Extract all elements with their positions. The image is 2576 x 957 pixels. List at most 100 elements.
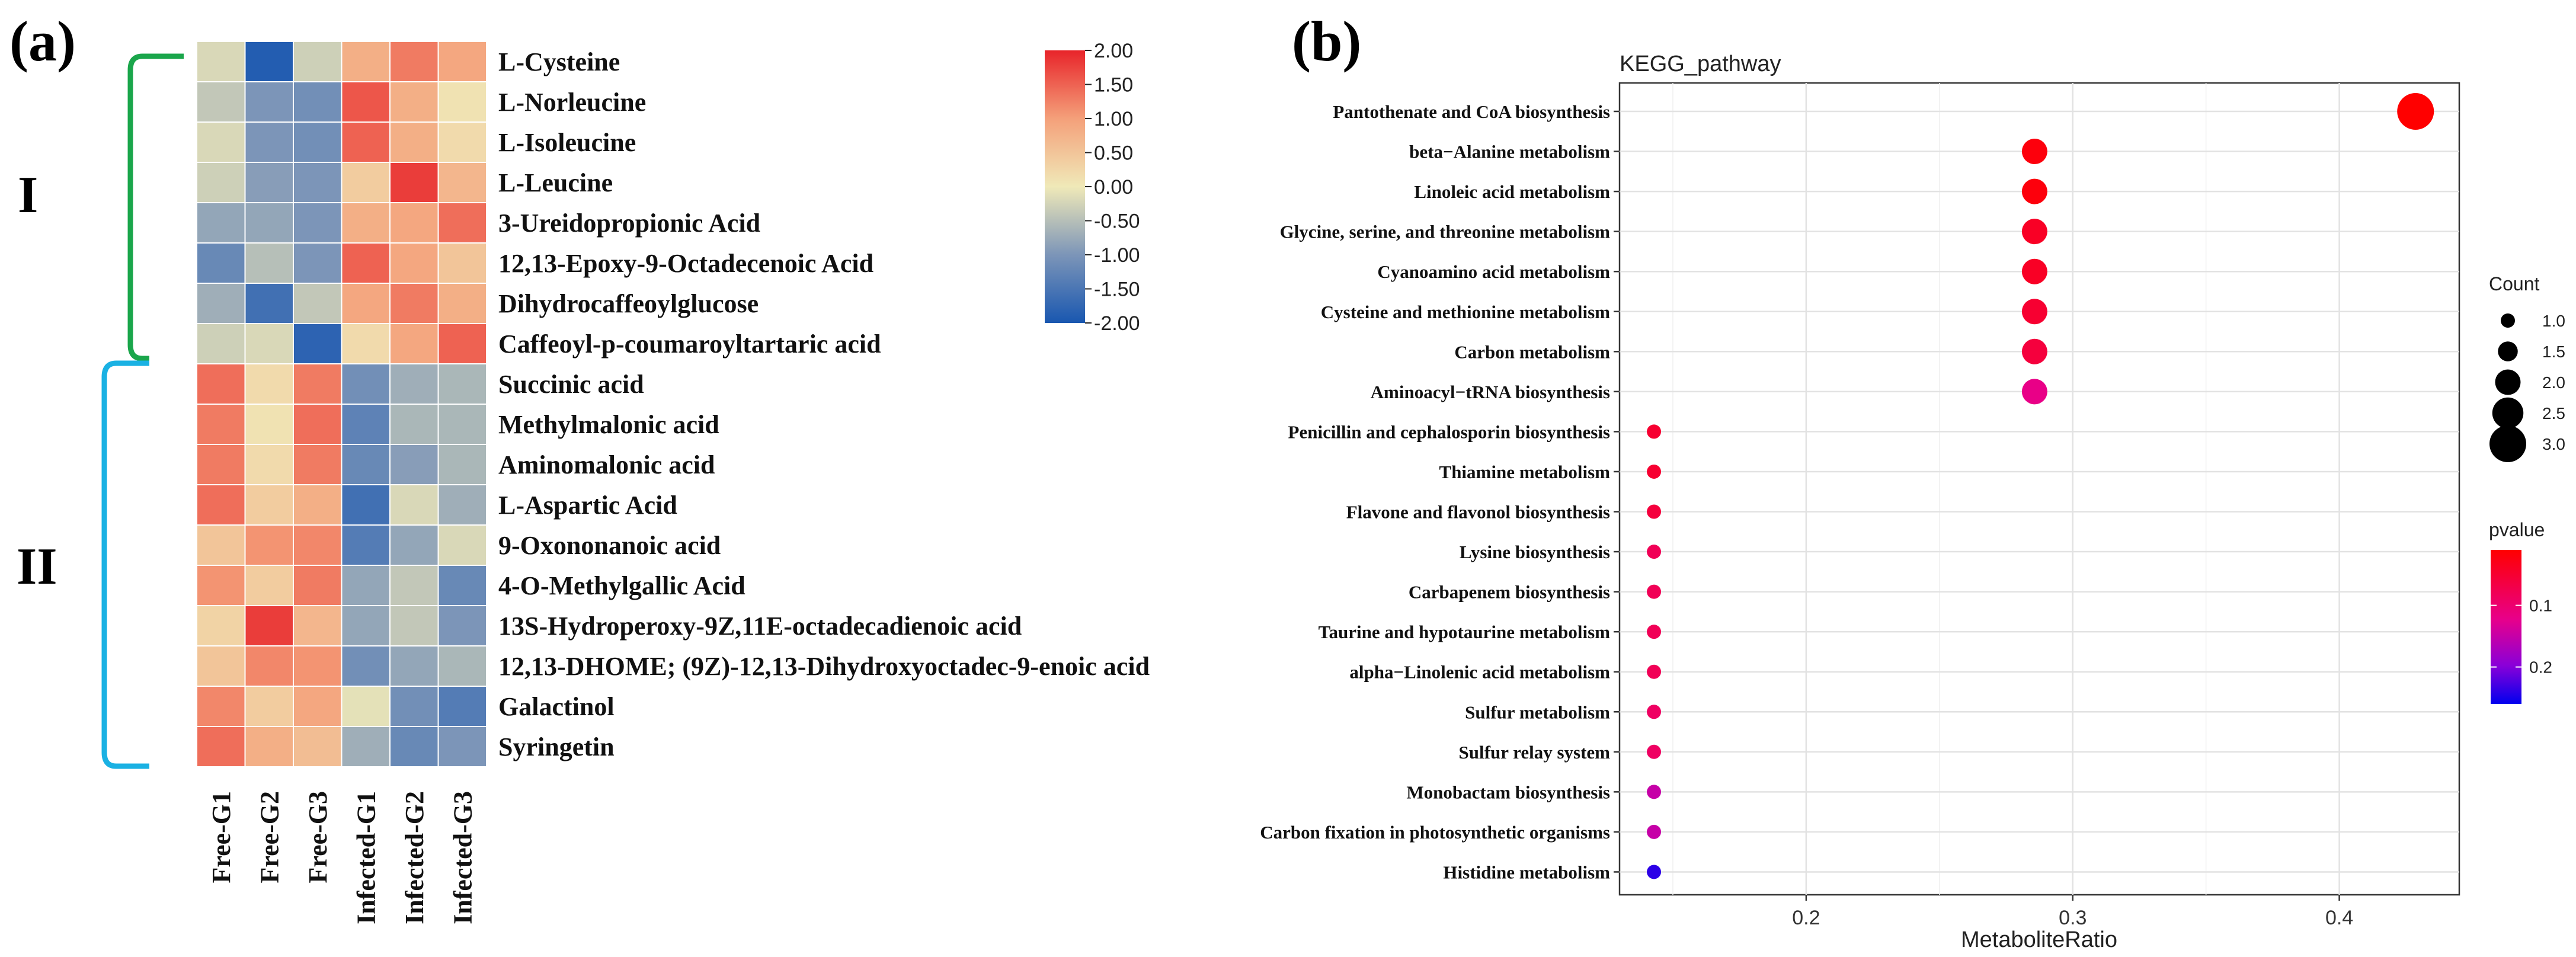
panel-b-label: (b) bbox=[1292, 9, 1361, 73]
heatmap-column-label: Infected-G1 bbox=[351, 791, 380, 924]
pathway-label: Sulfur relay system bbox=[1459, 742, 1611, 763]
heatmap-cell bbox=[341, 323, 391, 364]
pathway-label: Carbon metabolism bbox=[1454, 341, 1610, 362]
dotplot-y-labels: Pantothenate and CoA biosynthesis beta−Al… bbox=[1260, 101, 1620, 882]
heatmap-cell bbox=[389, 323, 439, 364]
heatmap-cell bbox=[244, 81, 294, 123]
heatmap-cell bbox=[196, 242, 246, 284]
count-legend-dot bbox=[2495, 369, 2521, 395]
heatmap-cell bbox=[196, 565, 246, 606]
heatmap-cell bbox=[196, 605, 246, 646]
heatmap-cell bbox=[389, 363, 439, 405]
pathway-label: Cysteine and methionine metabolism bbox=[1321, 302, 1610, 322]
heatmap-row-label: L-Aspartic Acid bbox=[498, 491, 677, 520]
heatmap-cell bbox=[293, 121, 343, 163]
colorbar-tick-label: 1.50 bbox=[1094, 74, 1133, 97]
heatmap-cell bbox=[341, 41, 391, 82]
colorbar-ticks: 2.00 1.50 1.00 0.50 0.00 -0.50 -1.00 -1.50 -2.00 bbox=[1085, 40, 1140, 335]
pathway-label: Penicillin and cephalosporin biosynthesi… bbox=[1288, 421, 1610, 442]
heatmap-cell bbox=[437, 524, 487, 566]
x-tick-label: 0.3 bbox=[2059, 907, 2087, 929]
heatmap-cell bbox=[293, 283, 343, 324]
heatmap bbox=[196, 41, 487, 767]
heatmap-cell bbox=[341, 283, 391, 324]
heatmap-row-label: 12,13-DHOME; (9Z)-12,13-Dihydroxyoctadec… bbox=[498, 652, 1150, 681]
heatmap-cell bbox=[293, 444, 343, 485]
heatmap-cell bbox=[244, 726, 294, 767]
count-legend-label: 1.5 bbox=[2542, 343, 2565, 361]
heatmap-cell bbox=[341, 444, 391, 485]
heatmap-cell bbox=[437, 484, 487, 526]
heatmap-cell bbox=[341, 121, 391, 163]
count-legend-title: Count bbox=[2489, 273, 2540, 295]
pathway-point bbox=[2021, 258, 2047, 284]
colorbar-tick-label: -2.00 bbox=[1094, 312, 1140, 335]
count-legend-dot bbox=[2501, 313, 2515, 328]
heatmap-cell bbox=[196, 41, 246, 82]
pathway-label: Thiamine metabolism bbox=[1439, 462, 1611, 482]
dotplot-x-ticks: 0.2 0.3 0.4 bbox=[1792, 895, 2353, 929]
pathway-point bbox=[1647, 744, 1662, 759]
pathway-label: Aminoacyl−tRNA biosynthesis bbox=[1371, 382, 1610, 402]
heatmap-cell bbox=[196, 404, 246, 445]
dotplot-title: KEGG_pathway bbox=[1620, 52, 1781, 76]
heatmap-cell bbox=[196, 363, 246, 405]
heatmap-column-label: Infected-G3 bbox=[448, 791, 477, 924]
heatmap-cell bbox=[341, 162, 391, 203]
pathway-point bbox=[1647, 625, 1662, 639]
heatmap-cell bbox=[196, 645, 246, 687]
heatmap-cell bbox=[293, 363, 343, 405]
dotplot-x-axis-label: MetaboliteRatio bbox=[1961, 927, 2117, 952]
heatmap-cell bbox=[293, 202, 343, 244]
heatmap-row-label: 12,13-Epoxy-9-Octadecenoic Acid bbox=[498, 249, 873, 278]
pvalue-colorbar bbox=[2491, 550, 2521, 704]
heatmap-cell bbox=[341, 565, 391, 606]
heatmap-cell bbox=[244, 524, 294, 566]
heatmap-cell bbox=[196, 202, 246, 244]
heatmap-cell bbox=[196, 726, 246, 767]
heatmap-row-label: Dihydrocaffeoylglucose bbox=[498, 289, 759, 318]
count-legend-dot bbox=[2492, 397, 2524, 429]
heatmap-cell bbox=[196, 283, 246, 324]
heatmap-cell bbox=[389, 484, 439, 526]
heatmap-cell bbox=[244, 363, 294, 405]
count-legend-label: 1.0 bbox=[2542, 312, 2565, 330]
heatmap-cell bbox=[293, 686, 343, 727]
pathway-point bbox=[2021, 178, 2047, 204]
heatmap-cell bbox=[244, 121, 294, 163]
heatmap-cell bbox=[437, 202, 487, 244]
pathway-label: Linoleic acid metabolism bbox=[1414, 181, 1610, 202]
pathway-point bbox=[2397, 93, 2434, 130]
heatmap-cell bbox=[196, 484, 246, 526]
heatmap-cell bbox=[389, 283, 439, 324]
heatmap-cell bbox=[389, 202, 439, 244]
heatmap-cell bbox=[196, 121, 246, 163]
heatmap-row-label: L-Leucine bbox=[498, 168, 613, 197]
heatmap-row-label: L-Cysteine bbox=[498, 47, 620, 76]
pathway-label: Carbon fixation in photosynthetic organi… bbox=[1260, 822, 1610, 843]
heatmap-cell bbox=[341, 404, 391, 445]
heatmap-colorbar bbox=[1045, 50, 1085, 323]
pathway-label: Glycine, serine, and threonine metabolis… bbox=[1280, 222, 1611, 242]
heatmap-column-labels: Free-G1 Free-G2 Free-G3 Infected-G1 Infected… bbox=[207, 791, 478, 924]
colorbar-tick-label: -1.50 bbox=[1094, 279, 1140, 301]
heatmap-cell bbox=[341, 605, 391, 646]
pvalue-legend-label: 0.1 bbox=[2529, 597, 2552, 615]
heatmap-row-label: 3-Ureidopropionic Acid bbox=[498, 209, 760, 238]
pathway-point bbox=[1647, 785, 1662, 799]
count-legend-label: 2.5 bbox=[2542, 404, 2565, 423]
heatmap-cell bbox=[244, 162, 294, 203]
heatmap-column-label: Free-G3 bbox=[303, 791, 332, 884]
heatmap-cell bbox=[244, 283, 294, 324]
heatmap-cell bbox=[293, 524, 343, 566]
pathway-label: Carbapenem biosynthesis bbox=[1409, 582, 1610, 603]
pathway-point bbox=[2021, 299, 2047, 325]
heatmap-cell bbox=[293, 162, 343, 203]
pathway-label: Taurine and hypotaurine metabolism bbox=[1319, 622, 1611, 642]
cluster-ii-label: II bbox=[17, 538, 57, 596]
colorbar-tick-label: 1.00 bbox=[1094, 108, 1133, 130]
pathway-point bbox=[1647, 705, 1662, 719]
pathway-label: Pantothenate and CoA biosynthesis bbox=[1333, 101, 1610, 122]
cluster-ii-bracket bbox=[101, 360, 149, 769]
